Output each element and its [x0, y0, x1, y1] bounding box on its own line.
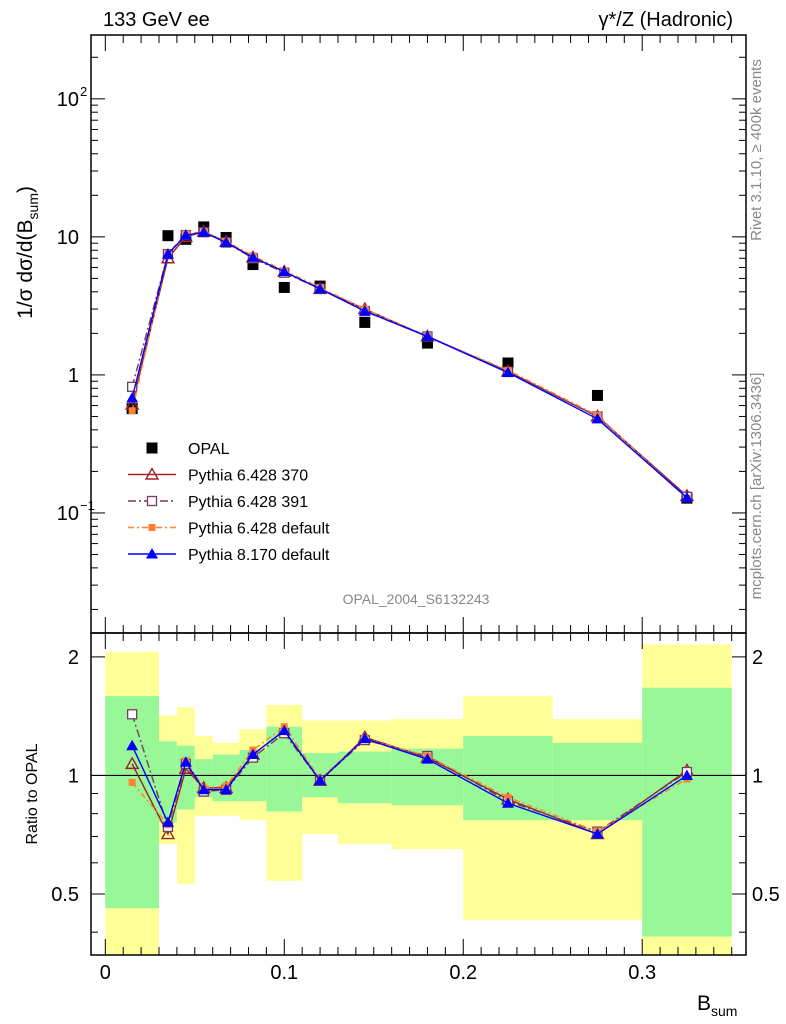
data-point [680, 491, 693, 503]
data-point [197, 226, 210, 237]
stat-uncertainty-band [176, 745, 195, 810]
series-line [131, 230, 688, 500]
legend: OPAL Pythia 6.428 370 Pythia 6.428 391 Pyth… [128, 441, 330, 564]
x-tick-label: 0 [100, 962, 111, 984]
data-point [591, 828, 604, 839]
x-axis-title: Bsum [697, 992, 737, 1019]
data-point [247, 259, 259, 271]
ratio-uncertainty-bands [91, 644, 746, 955]
ratio-y-tick-label-right: 1 [752, 765, 763, 787]
data-point [278, 281, 290, 293]
data-point [501, 366, 514, 378]
data-point [146, 548, 158, 559]
ratio-y-tick-label: 1 [68, 765, 79, 787]
data-point [220, 783, 233, 795]
data-point [314, 282, 327, 294]
data-point [358, 305, 371, 316]
data-point [220, 236, 233, 248]
data-point [162, 230, 174, 242]
stat-uncertainty-band [159, 741, 177, 823]
data-point [421, 753, 434, 764]
data-point [127, 709, 138, 720]
data-point [501, 797, 514, 808]
data-point [124, 756, 140, 770]
legend-label: Pythia 6.428 default [188, 521, 330, 538]
header-left-label: 133 GeV ee [103, 9, 210, 31]
x-tick-label: 0.1 [270, 962, 298, 984]
y-tick-label: 10 [57, 503, 79, 525]
data-point [278, 265, 291, 277]
x-tick-label: 0.2 [449, 962, 477, 984]
legend-label: OPAL [188, 441, 230, 458]
data-point [197, 783, 210, 795]
data-point [127, 381, 138, 392]
data-point [246, 251, 259, 262]
x-tick-label: 0.3 [628, 962, 656, 984]
data-point [144, 467, 160, 480]
ratio-y-tick-label-right: 0.5 [752, 884, 780, 906]
data-point [179, 229, 192, 240]
data-point [359, 316, 371, 328]
y-tick-exponent: 2 [80, 84, 87, 99]
main-frame [90, 34, 747, 634]
data-point [126, 392, 139, 403]
y-tick-label: 10 [57, 227, 79, 249]
data-point [126, 739, 139, 751]
data-point [314, 774, 327, 786]
y-tick-exponent: −1 [80, 498, 95, 513]
stat-uncertainty-band [337, 751, 392, 804]
data-point [148, 524, 156, 531]
data-point [591, 412, 604, 424]
ratio-y-tick-label: 2 [68, 647, 79, 669]
data-point [161, 248, 174, 259]
data-point [146, 442, 158, 454]
stat-uncertainty-band [642, 687, 732, 937]
y-tick-label: 10 [57, 89, 79, 111]
ratio-y-tick-label-right: 2 [752, 647, 763, 669]
header-right-label: γ*/Z (Hadronic) [599, 9, 733, 31]
side-label-top: Rivet 3.1.10, ≥ 400k events [748, 59, 765, 241]
stat-uncertainty-band [552, 742, 643, 821]
data-point [160, 826, 176, 840]
y-tick-label: 1 [68, 365, 79, 387]
data-point [421, 330, 434, 341]
ratio-frame [90, 632, 747, 956]
legend-label: Pythia 8.170 default [188, 547, 330, 564]
data-point [179, 756, 192, 767]
legend-label: Pythia 6.428 370 [188, 468, 308, 485]
main-series-group [124, 221, 695, 504]
data-point [128, 407, 136, 415]
ratio-y-axis-title: Ratio to OPAL [24, 743, 41, 844]
legend-label: Pythia 6.428 391 [188, 494, 308, 511]
stat-uncertainty-band [266, 726, 303, 812]
analysis-id-label: OPAL_2004_S6132243 [343, 591, 490, 607]
data-point [680, 769, 693, 780]
side-label-bottom: mcplots.cern.ch [arXiv:1306.3436] [748, 373, 765, 600]
data-point [358, 732, 371, 744]
data-point [128, 778, 136, 786]
axis-ticks [91, 35, 746, 955]
data-point [502, 357, 514, 369]
data-point [278, 724, 291, 736]
main-y-axis-title: 1/σ dσ/d(Bsum) [14, 186, 41, 319]
data-point [161, 816, 174, 827]
ratio-series-group [124, 709, 695, 840]
data-point [246, 748, 259, 760]
stat-uncertainty-band [105, 696, 160, 909]
ratio-y-tick-label: 0.5 [51, 884, 79, 906]
data-point [146, 495, 158, 507]
data-point [591, 389, 603, 401]
data-point [421, 337, 433, 349]
